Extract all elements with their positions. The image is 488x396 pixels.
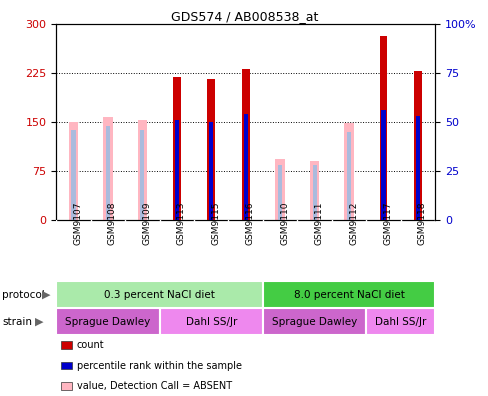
- Bar: [56, 281, 263, 308]
- Bar: [159, 308, 263, 335]
- Bar: [309, 161, 319, 220]
- Bar: [105, 126, 110, 220]
- Text: ▶: ▶: [35, 316, 43, 327]
- Bar: [263, 308, 366, 335]
- Text: strain: strain: [2, 316, 32, 327]
- Bar: [242, 70, 249, 220]
- Bar: [344, 123, 353, 220]
- Bar: [413, 71, 421, 220]
- Text: GSM9113: GSM9113: [177, 201, 185, 245]
- Text: GSM9117: GSM9117: [383, 201, 392, 245]
- Text: GSM9115: GSM9115: [211, 201, 220, 245]
- Text: protocol: protocol: [2, 289, 45, 300]
- Bar: [173, 77, 180, 220]
- Bar: [137, 120, 147, 220]
- Text: value, Detection Call = ABSENT: value, Detection Call = ABSENT: [77, 381, 231, 391]
- Text: GDS574 / AB008538_at: GDS574 / AB008538_at: [170, 10, 318, 23]
- Bar: [56, 308, 159, 335]
- Bar: [71, 129, 75, 220]
- Text: GSM9107: GSM9107: [73, 201, 82, 245]
- Text: GSM9111: GSM9111: [314, 201, 323, 245]
- Bar: [381, 110, 385, 220]
- Bar: [312, 165, 316, 220]
- Text: GSM9110: GSM9110: [280, 201, 288, 245]
- Text: percentile rank within the sample: percentile rank within the sample: [77, 360, 241, 371]
- Text: 0.3 percent NaCl diet: 0.3 percent NaCl diet: [104, 289, 215, 300]
- Text: 8.0 percent NaCl diet: 8.0 percent NaCl diet: [293, 289, 404, 300]
- Bar: [366, 308, 434, 335]
- Bar: [263, 281, 434, 308]
- Bar: [346, 131, 350, 220]
- Bar: [174, 120, 179, 220]
- Text: Sprague Dawley: Sprague Dawley: [65, 316, 150, 327]
- Text: GSM9112: GSM9112: [348, 201, 357, 245]
- Text: Dahl SS/Jr: Dahl SS/Jr: [374, 316, 426, 327]
- Text: GSM9109: GSM9109: [142, 201, 151, 245]
- Bar: [278, 165, 282, 220]
- Bar: [140, 129, 144, 220]
- Bar: [207, 79, 215, 220]
- Text: ▶: ▶: [41, 289, 50, 300]
- Text: count: count: [77, 340, 104, 350]
- Text: GSM9116: GSM9116: [245, 201, 254, 245]
- Bar: [275, 159, 285, 220]
- Bar: [379, 36, 386, 220]
- Text: Dahl SS/Jr: Dahl SS/Jr: [185, 316, 237, 327]
- Bar: [415, 116, 419, 220]
- Text: GSM9108: GSM9108: [108, 201, 117, 245]
- Text: Sprague Dawley: Sprague Dawley: [271, 316, 357, 327]
- Bar: [243, 114, 247, 220]
- Bar: [68, 122, 78, 220]
- Bar: [209, 122, 213, 220]
- Bar: [103, 116, 113, 220]
- Text: GSM9118: GSM9118: [417, 201, 426, 245]
